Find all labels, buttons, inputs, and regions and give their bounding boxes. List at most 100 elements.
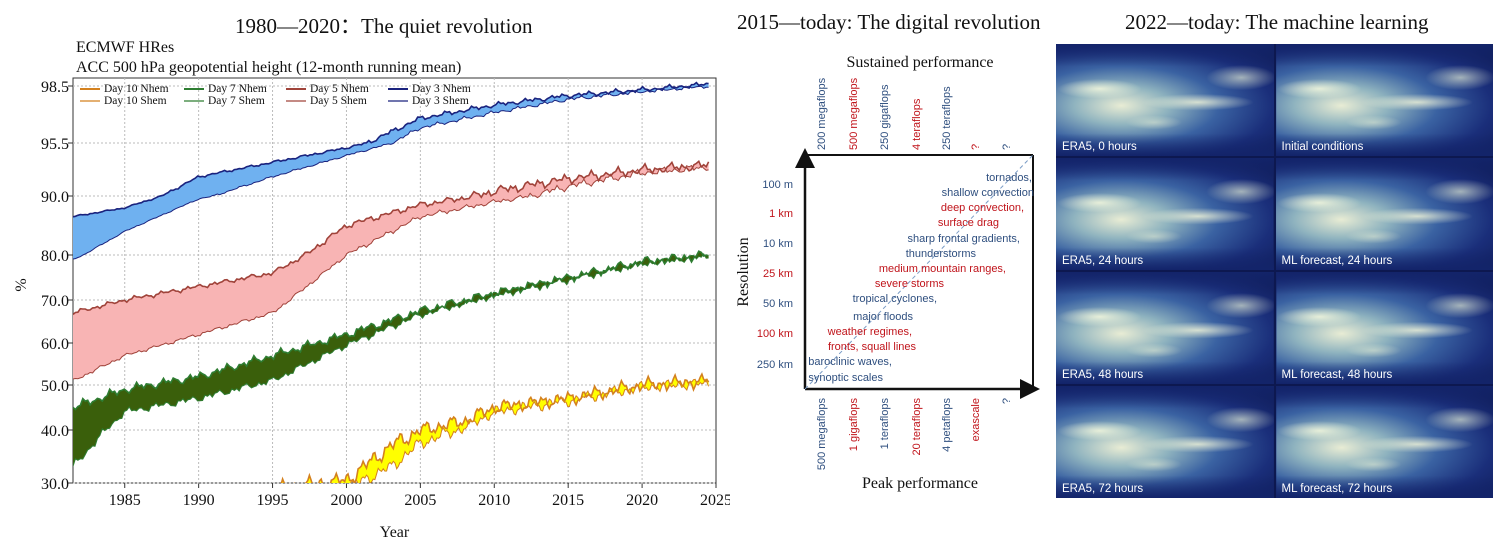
- phenomenon-label: thunderstorms: [906, 248, 977, 260]
- phenomenon-label: weather regimes,: [827, 326, 912, 338]
- resolution-label: 1 km: [769, 208, 793, 220]
- resolution-label: 250 km: [757, 359, 793, 371]
- resolution-label: 10 km: [763, 238, 793, 250]
- bottom-performance-label: 20 teraflops: [911, 398, 923, 456]
- y-tick-label: 60.0: [41, 336, 69, 353]
- ml-panel-caption: ERA5, 0 hours: [1062, 141, 1137, 153]
- bottom-performance-label: 500 megaflops: [816, 398, 828, 471]
- legend-label: Day 3 Nhem: [412, 83, 471, 95]
- phenomenon-label: surface drag: [938, 217, 999, 229]
- chart-subtitle-1: ECMWF HRes: [76, 39, 174, 56]
- top-performance-label: 500 megaflops: [848, 77, 860, 150]
- y-axis-label: %: [13, 278, 30, 291]
- y-tick-label: 30.0: [41, 476, 69, 493]
- resolution-label: 100 m: [762, 179, 793, 191]
- series-line-nhem-day-10: [280, 372, 710, 483]
- legend-label: Day 10 Nhem: [104, 83, 169, 95]
- bottom-performance-label: ?: [1001, 398, 1013, 404]
- series-line-nhem-day-5: [73, 159, 710, 316]
- series-line-shem-day-10: [350, 378, 710, 483]
- legend-label: Day 5 Shem: [310, 95, 367, 107]
- ml-map-panel: ERA5, 0 hours: [1056, 44, 1274, 156]
- x-tick-label: 2020: [626, 492, 658, 509]
- phenomenon-label: severe storms: [875, 278, 945, 290]
- top-performance-label: ?: [970, 144, 982, 150]
- ml-map-panel: ERA5, 48 hours: [1056, 272, 1274, 384]
- ml-map-panel: ML forecast, 48 hours: [1275, 272, 1493, 384]
- x-tick-label: 1995: [257, 492, 289, 509]
- x-tick-label: 2015: [552, 492, 584, 509]
- x-tick-label: 1990: [183, 492, 215, 509]
- phenomenon-label: synoptic scales: [808, 372, 883, 384]
- bottom-performance-label: 1 teraflops: [879, 398, 891, 450]
- phenomenon-label: major floods: [853, 311, 913, 323]
- bottom-performance-label: 4 petaflops: [941, 398, 953, 452]
- series-group: [73, 81, 710, 483]
- diagram-bottom-title: Peak performance: [862, 475, 978, 492]
- chart-subtitle-2: ACC 500 hPa geopotential height (12-mont…: [76, 59, 461, 76]
- legend-label: Day 7 Nhem: [208, 83, 267, 95]
- diagonal-trend: [804, 154, 1034, 390]
- top-performance-label: 250 teraflops: [941, 86, 953, 150]
- ml-panel-caption: ML forecast, 48 hours: [1281, 369, 1393, 381]
- y-tick-label: 40.0: [41, 423, 69, 440]
- ml-panel-caption: ERA5, 24 hours: [1062, 255, 1144, 267]
- y-tick-label: 70.0: [41, 293, 69, 310]
- legend-label: Day 3 Shem: [412, 95, 469, 107]
- acc-line-chart: ECMWF HRes ACC 500 hPa geopotential heigh…: [13, 39, 730, 541]
- series-line-shem-day-7: [73, 252, 709, 467]
- y-tick-label: 90.0: [41, 189, 69, 206]
- phenomenon-label: sharp frontal gradients,: [907, 233, 1020, 245]
- x-tick-label: 2000: [330, 492, 362, 509]
- ml-map-panel: ML forecast, 24 hours: [1275, 158, 1493, 270]
- x-axis-label: Year: [380, 524, 410, 541]
- ml-panel-caption: ERA5, 48 hours: [1062, 369, 1144, 381]
- x-tick-label: 1985: [109, 492, 141, 509]
- phenomenon-label: baroclinic waves,: [808, 356, 892, 368]
- ml-panel-caption: ERA5, 72 hours: [1062, 483, 1144, 495]
- ml-forecast-grid: ERA5, 0 hours Initial conditions ERA5, 24 …: [1056, 44, 1493, 498]
- resolution-label: 50 km: [763, 298, 793, 310]
- top-performance-label: ?: [1001, 144, 1013, 150]
- right-panel-title: 2022—today: The machine learning: [1125, 10, 1429, 34]
- legend-label: Day 10 Shem: [104, 95, 167, 107]
- legend-label: Day 7 Shem: [208, 95, 265, 107]
- phenomenon-label: fronts, squall lines: [828, 341, 917, 353]
- phenomenon-label: tropical cyclones,: [853, 293, 937, 305]
- middle-panel-title: 2015—today: The digital revolution: [737, 10, 1041, 34]
- ml-panel-caption: Initial conditions: [1281, 141, 1364, 153]
- bottom-performance-label: exascale: [970, 398, 982, 441]
- series-line-shem-day-3: [73, 85, 709, 260]
- phenomenon-label: shallow convection: [942, 187, 1034, 199]
- series-fill-day-10: [281, 374, 709, 483]
- top-performance-label: 200 megaflops: [816, 77, 828, 150]
- y-tick-label: 50.0: [41, 378, 69, 395]
- ml-panel-caption: ML forecast, 24 hours: [1281, 255, 1393, 267]
- phenomenon-label: tornados,: [986, 172, 1032, 184]
- series-line-shem-day-5: [73, 164, 709, 380]
- x-tick-label: 2005: [404, 492, 436, 509]
- ml-panel-caption: ML forecast, 72 hours: [1281, 483, 1393, 495]
- phenomenon-label: medium mountain ranges,: [879, 263, 1006, 275]
- y-tick-label: 98.5: [41, 79, 69, 96]
- top-performance-label: 4 teraflops: [911, 98, 923, 150]
- series-line-nhem-day-3: [73, 81, 709, 218]
- ml-map-panel: ERA5, 72 hours: [1056, 386, 1274, 498]
- phenomenon-label: deep convection,: [941, 202, 1024, 214]
- diagram-left-title: Resolution: [735, 237, 752, 306]
- resolution-label: 100 km: [757, 328, 793, 340]
- resolution-label: 25 km: [763, 268, 793, 280]
- legend-label: Day 5 Nhem: [310, 83, 369, 95]
- y-tick-label: 80.0: [41, 248, 69, 265]
- ml-map-panel: ERA5, 24 hours: [1056, 158, 1274, 270]
- y-tick-label: 95.5: [41, 136, 69, 153]
- plot-area: [72, 77, 717, 484]
- ml-map-panel: Initial conditions: [1275, 44, 1493, 156]
- diagram-top-title: Sustained performance: [846, 54, 993, 71]
- x-tick-label: 2025: [700, 492, 730, 509]
- left-panel-title: 1980—2020：The quiet revolution: [235, 14, 533, 38]
- top-performance-label: 250 gigaflops: [879, 84, 891, 150]
- ml-map-panel: ML forecast, 72 hours: [1275, 386, 1493, 498]
- x-tick-label: 2010: [478, 492, 510, 509]
